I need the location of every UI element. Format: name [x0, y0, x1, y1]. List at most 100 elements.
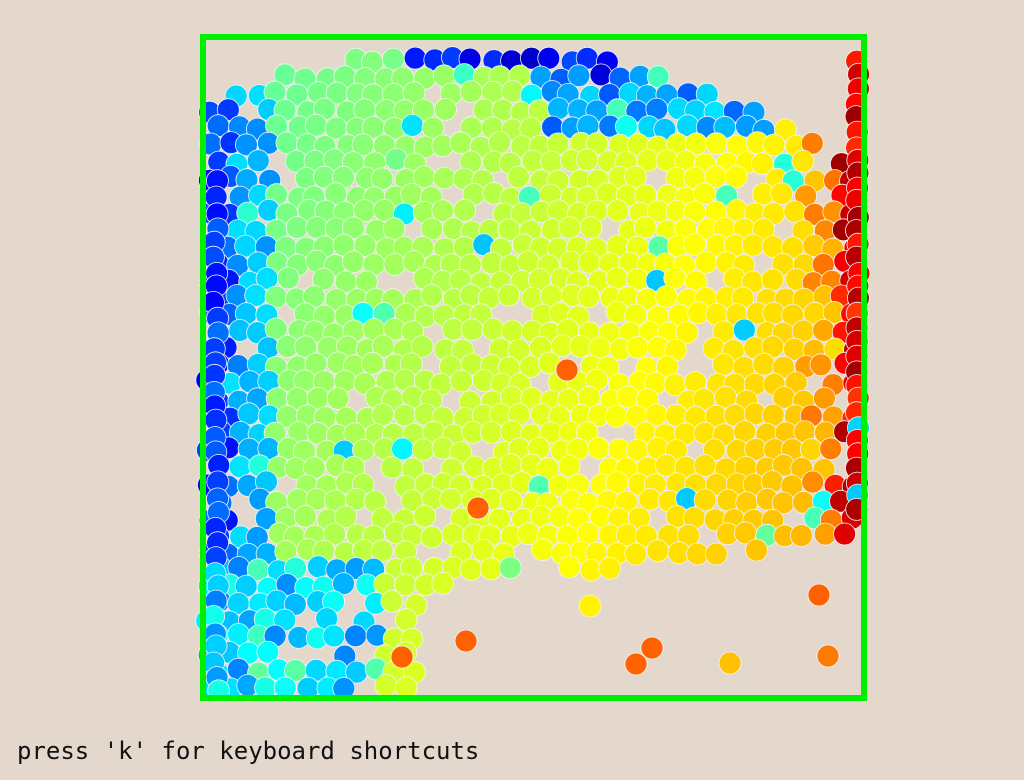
- particle: [403, 46, 427, 70]
- particle: [833, 522, 856, 546]
- particle: [655, 285, 678, 308]
- particle: [390, 645, 414, 669]
- particle: [606, 199, 630, 223]
- particle: [770, 182, 794, 206]
- particle: [809, 353, 833, 377]
- particle: [344, 624, 368, 648]
- particle: [752, 352, 776, 376]
- particle: [567, 64, 591, 88]
- particle: [400, 114, 424, 137]
- particle: [383, 253, 407, 276]
- particle: [449, 369, 473, 393]
- particle: [360, 351, 384, 375]
- particle: [432, 166, 456, 190]
- particle: [693, 454, 717, 477]
- particle: [638, 487, 662, 511]
- particle: [724, 165, 748, 189]
- particle: [569, 334, 592, 358]
- particle: [816, 644, 840, 668]
- particle: [558, 216, 582, 240]
- particle: [431, 572, 455, 595]
- particle: [794, 184, 818, 208]
- particle: [380, 589, 404, 613]
- particle: [453, 198, 477, 222]
- particle: [466, 496, 490, 520]
- particle: [633, 215, 657, 239]
- particle: [380, 456, 404, 479]
- particle: [741, 233, 765, 257]
- particle: [276, 266, 300, 290]
- particle: [497, 283, 521, 307]
- particle: [488, 131, 512, 154]
- particle: [394, 608, 418, 632]
- particle: [434, 98, 457, 121]
- particle: [498, 556, 522, 580]
- particle: [704, 132, 728, 156]
- particle: [374, 674, 398, 697]
- particle: [693, 488, 717, 512]
- particle: [460, 318, 484, 342]
- particle: [557, 555, 581, 579]
- particle: [294, 335, 318, 359]
- particle: [675, 321, 699, 344]
- particle: [410, 335, 434, 358]
- particle: [413, 504, 437, 528]
- particle: [557, 454, 581, 478]
- particle: [813, 386, 836, 410]
- particle: [807, 583, 831, 607]
- particle: [499, 489, 523, 513]
- particle: [402, 81, 426, 105]
- container-box: [200, 34, 867, 701]
- particle: [323, 522, 347, 546]
- particle: [384, 147, 408, 171]
- particle: [382, 217, 406, 241]
- particle: [332, 572, 355, 595]
- particle: [246, 149, 270, 173]
- particle: [531, 538, 554, 562]
- particle: [683, 233, 706, 256]
- particle: [420, 525, 444, 549]
- particle: [761, 268, 784, 292]
- particle: [587, 436, 611, 460]
- particle: [578, 594, 602, 618]
- particle: [439, 487, 463, 511]
- particle: [304, 113, 328, 137]
- particle: [355, 270, 378, 294]
- particle: [712, 352, 735, 376]
- particle: [762, 301, 786, 325]
- particle: [341, 250, 365, 274]
- particle: [575, 148, 599, 172]
- particle: [459, 80, 483, 103]
- particle: [256, 640, 280, 664]
- particle: [762, 133, 786, 157]
- particle: [624, 542, 648, 566]
- particle: [293, 504, 317, 528]
- particle: [819, 437, 843, 461]
- keyboard-shortcuts-hint: press 'k' for keyboard shortcuts: [17, 737, 480, 765]
- particle: [783, 200, 807, 224]
- particle: [577, 285, 601, 309]
- particle: [745, 538, 768, 562]
- particle: [334, 505, 358, 529]
- particle: [812, 318, 835, 342]
- particle: [322, 624, 346, 648]
- particle: [604, 404, 628, 428]
- particle: [454, 629, 478, 653]
- particle: [790, 524, 813, 547]
- particle: [791, 149, 815, 173]
- particle: [605, 266, 629, 290]
- particle: [616, 385, 640, 409]
- particle: [802, 234, 826, 257]
- particle: [704, 542, 728, 566]
- particle-layer: [195, 46, 871, 703]
- particle: [411, 438, 435, 462]
- particle: [479, 557, 503, 581]
- particle: [677, 524, 700, 547]
- particle: [640, 636, 664, 660]
- particle: [341, 216, 365, 240]
- particle: [801, 470, 825, 494]
- particle: [420, 283, 444, 307]
- particle: [326, 387, 350, 410]
